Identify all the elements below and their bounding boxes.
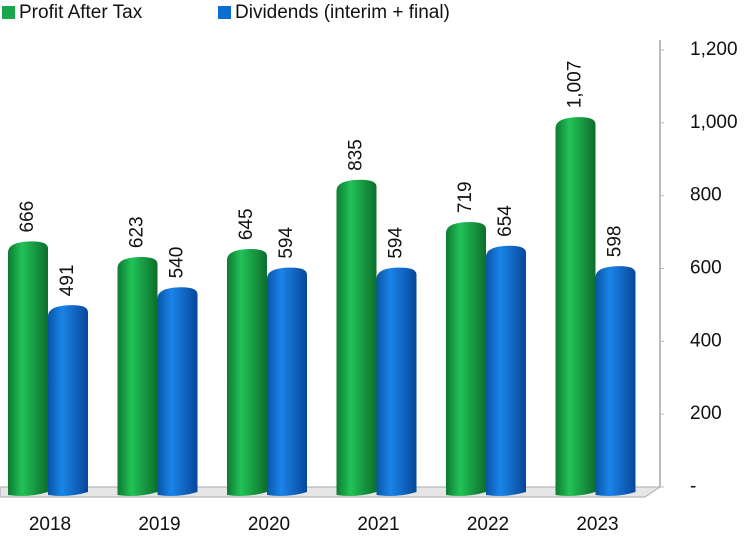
data-label: 491 bbox=[57, 264, 78, 296]
y-tick-label: 1,200 bbox=[690, 39, 738, 60]
x-tick-label: 2022 bbox=[467, 514, 509, 535]
y-tick-label: 600 bbox=[690, 258, 722, 279]
data-label: 645 bbox=[236, 208, 257, 240]
data-label: 623 bbox=[127, 216, 148, 248]
legend-swatch bbox=[218, 6, 231, 19]
y-tick-label: - bbox=[690, 476, 696, 497]
data-label: 594 bbox=[276, 227, 297, 259]
bar bbox=[48, 305, 88, 496]
data-label: 594 bbox=[386, 227, 407, 259]
x-tick-label: 2019 bbox=[138, 514, 180, 535]
bar bbox=[595, 266, 636, 496]
x-tick-label: 2020 bbox=[248, 514, 290, 535]
y-tick-label: 800 bbox=[690, 185, 722, 206]
data-label: 1,007 bbox=[565, 61, 586, 109]
bar bbox=[376, 267, 417, 496]
data-label: 598 bbox=[605, 226, 626, 258]
data-label: 666 bbox=[17, 201, 38, 233]
bar bbox=[336, 179, 377, 496]
bar bbox=[446, 222, 486, 497]
data-label: 654 bbox=[495, 205, 516, 237]
x-tick-label: 2018 bbox=[29, 514, 71, 535]
bar bbox=[157, 287, 198, 496]
bar bbox=[555, 117, 596, 497]
bar bbox=[117, 257, 158, 496]
y-tick-label: 1,000 bbox=[690, 112, 738, 133]
bar bbox=[8, 241, 48, 496]
legend-swatch bbox=[2, 6, 15, 19]
y-tick-label: 400 bbox=[690, 330, 722, 351]
bar bbox=[227, 249, 267, 496]
data-label: 835 bbox=[346, 139, 367, 171]
legend-label: Profit After Tax bbox=[19, 2, 143, 23]
bar bbox=[486, 245, 526, 496]
data-label: 540 bbox=[167, 247, 188, 279]
bar bbox=[267, 267, 307, 496]
x-tick-label: 2023 bbox=[576, 514, 618, 535]
x-tick-label: 2021 bbox=[357, 514, 399, 535]
legend-label: Dividends (interim + final) bbox=[235, 2, 450, 23]
data-label: 719 bbox=[455, 181, 476, 213]
y-tick-label: 200 bbox=[690, 403, 722, 424]
